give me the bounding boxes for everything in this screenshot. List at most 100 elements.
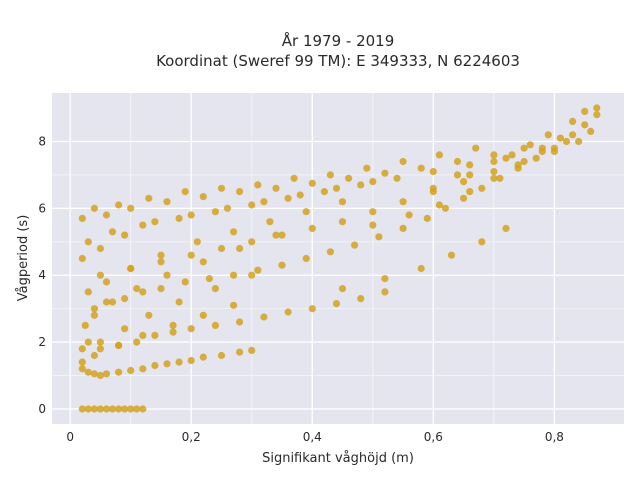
data-point: [544, 131, 552, 139]
data-point: [581, 121, 589, 129]
data-point: [593, 104, 601, 112]
data-point: [139, 405, 147, 413]
x-tick-label: 0: [66, 430, 74, 444]
y-axis-label: Vågperiod (s): [16, 215, 31, 302]
data-point: [569, 131, 577, 139]
data-point: [260, 313, 268, 321]
x-tick-label: 0,6: [424, 430, 443, 444]
data-point: [296, 191, 304, 199]
data-point: [211, 285, 219, 293]
data-point: [217, 351, 226, 360]
data-point: [393, 174, 401, 182]
data-point: [236, 318, 244, 326]
data-point: [163, 360, 171, 368]
y-tick-label: 0: [38, 402, 46, 416]
data-point: [230, 301, 238, 309]
data-point: [115, 201, 123, 209]
data-point: [423, 214, 431, 222]
data-point: [575, 137, 583, 146]
chart-title-line-2: Koordinat (Sweref 99 TM): E 349333, N 62…: [156, 52, 520, 70]
data-point: [230, 271, 238, 279]
data-point: [254, 181, 262, 189]
data-point: [199, 353, 207, 361]
data-point: [369, 208, 377, 216]
data-point: [562, 137, 571, 146]
data-point: [84, 238, 92, 246]
grid-lines: [52, 93, 624, 424]
data-point: [133, 285, 141, 293]
x-tick-label: 0,2: [182, 430, 201, 444]
y-tick-label: 4: [38, 268, 46, 282]
data-point: [133, 405, 141, 413]
data-point: [308, 305, 316, 313]
data-point: [429, 184, 437, 192]
data-point: [102, 405, 111, 413]
data-point: [121, 295, 129, 303]
data-point: [175, 298, 183, 306]
data-point: [363, 164, 371, 172]
data-point: [332, 184, 341, 192]
data-point: [151, 218, 159, 226]
data-point: [345, 174, 353, 182]
data-point: [532, 154, 540, 162]
data-point: [556, 134, 565, 142]
data-point: [127, 405, 135, 413]
y-tick-label: 6: [38, 201, 46, 215]
data-point: [248, 238, 256, 246]
data-point: [151, 361, 159, 370]
data-point: [538, 147, 546, 156]
x-tick-label: 0,4: [303, 430, 322, 444]
data-point: [478, 184, 486, 192]
data-point: [429, 168, 437, 176]
data-point: [90, 305, 98, 313]
data-point: [490, 174, 498, 182]
data-point: [78, 365, 86, 373]
data-point: [163, 198, 171, 206]
data-point: [96, 371, 104, 380]
data-point: [78, 345, 86, 353]
data-point: [351, 241, 359, 249]
data-point: [405, 211, 413, 219]
data-point: [163, 271, 171, 279]
data-point: [272, 231, 280, 239]
data-point: [338, 285, 347, 293]
data-point: [502, 224, 510, 232]
data-point: [338, 198, 347, 206]
data-point: [139, 221, 147, 229]
data-point: [90, 311, 98, 319]
data-point: [127, 366, 135, 375]
data-point: [248, 346, 256, 354]
data-point: [78, 358, 86, 366]
data-point: [569, 117, 577, 125]
data-point: [441, 204, 449, 212]
data-point: [338, 218, 347, 226]
data-point: [84, 405, 92, 413]
data-point: [193, 238, 201, 246]
data-point: [278, 231, 286, 239]
chart-title-line-1: År 1979 - 2019: [282, 31, 395, 50]
data-point: [357, 181, 365, 189]
data-point: [133, 338, 141, 346]
data-point: [236, 244, 244, 253]
data-point: [90, 351, 98, 360]
data-point: [217, 244, 226, 253]
data-point: [169, 328, 177, 336]
data-point: [399, 198, 407, 206]
data-point: [490, 151, 498, 159]
data-point: [121, 405, 129, 413]
data-point: [369, 178, 377, 186]
data-point: [223, 204, 232, 212]
data-point: [199, 258, 207, 266]
data-point: [236, 188, 244, 196]
data-points: [78, 104, 601, 413]
data-point: [278, 261, 286, 269]
data-point: [96, 405, 104, 413]
data-point: [399, 157, 407, 166]
data-point: [187, 211, 195, 219]
data-point: [520, 144, 528, 152]
data-point: [587, 127, 595, 135]
data-point: [332, 300, 341, 308]
data-point: [302, 254, 310, 263]
data-point: [169, 321, 177, 329]
